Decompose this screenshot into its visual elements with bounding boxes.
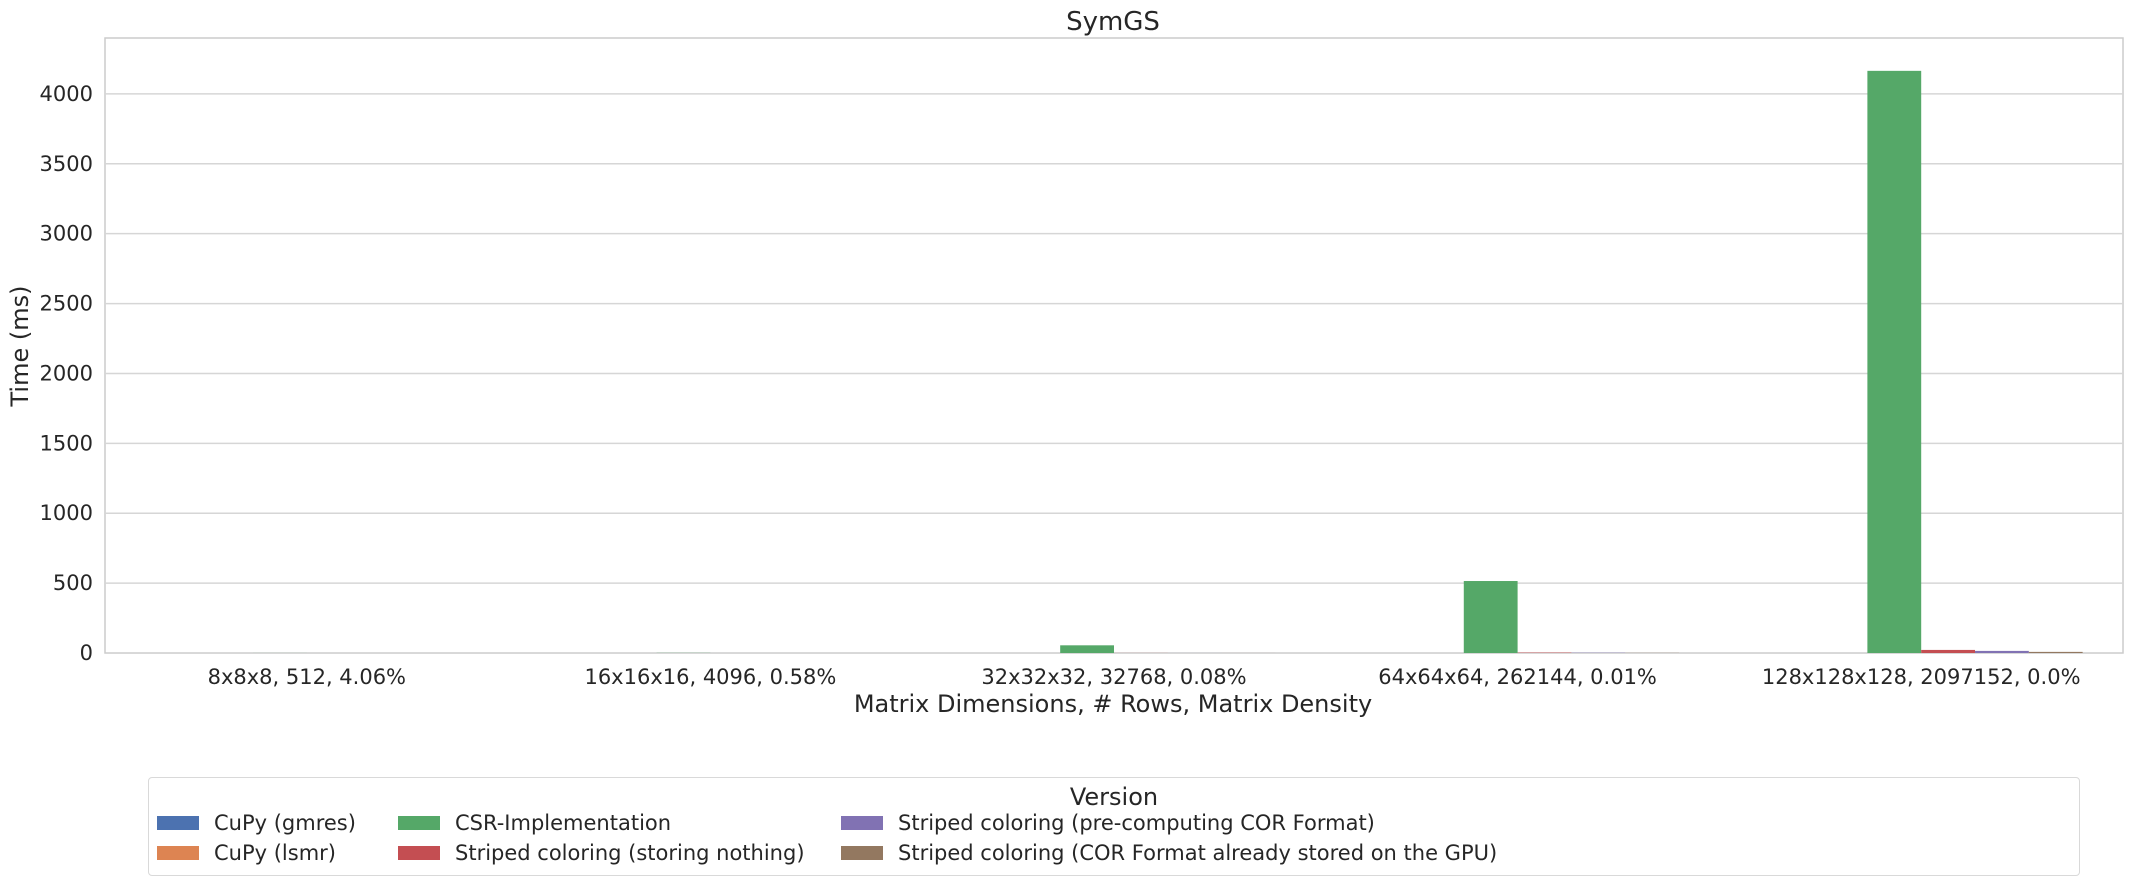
bars [252, 70, 2083, 654]
bar [1463, 581, 1518, 653]
y-tick-labels: 0 500 1000 1500 2000 2500 3000 3500 4000 [40, 82, 93, 665]
x-tick-label: 8x8x8, 512, 4.06% [208, 665, 406, 689]
bar [1867, 70, 1922, 654]
legend-swatch [157, 846, 199, 860]
y-tick-label: 4000 [40, 82, 93, 106]
legend-entry: Striped coloring (COR Format already sto… [841, 838, 1497, 868]
bar [1975, 650, 2029, 653]
legend-entry: CSR-Implementation [398, 808, 671, 838]
legend-label: Striped coloring (pre-computing COR Form… [898, 811, 1375, 835]
legend-label: CuPy (gmres) [214, 811, 356, 835]
legend-label: Striped coloring (COR Format already sto… [898, 841, 1498, 865]
legend-label: CuPy (lsmr) [214, 841, 336, 865]
legend-entry: Striped coloring (pre-computing COR Form… [841, 808, 1375, 838]
x-tick-label: 128x128x128, 2097152, 0.0% [1762, 665, 2081, 689]
y-tick-label: 2500 [40, 292, 93, 316]
y-tick-label: 1000 [40, 501, 93, 525]
y-axis-label: Time (ms) [6, 286, 34, 408]
x-axis-label: Matrix Dimensions, # Rows, Matrix Densit… [854, 690, 1372, 718]
y-tick-label: 2000 [40, 361, 93, 385]
legend-entry: Striped coloring (storing nothing) [398, 838, 805, 868]
x-tick-label: 32x32x32, 32768, 0.08% [981, 665, 1246, 689]
legend-label: CSR-Implementation [455, 811, 672, 835]
x-tick-labels: 8x8x8, 512, 4.06% 16x16x16, 4096, 0.58% 32… [208, 665, 2081, 689]
legend-swatch [841, 846, 883, 860]
bar [1921, 649, 1976, 653]
legend-swatch [398, 816, 440, 830]
plot-area [104, 37, 2124, 654]
y-tick-label: 3500 [40, 152, 93, 176]
y-tick-label: 500 [53, 571, 93, 595]
legend-label: Striped coloring (storing nothing) [455, 841, 805, 865]
chart-title: SymGS [1066, 7, 1160, 37]
y-tick-label: 0 [80, 641, 93, 665]
legend-entry: CuPy (lsmr) [157, 838, 336, 868]
legend-entry: CuPy (gmres) [157, 808, 356, 838]
x-tick-label: 64x64x64, 262144, 0.01% [1378, 665, 1657, 689]
y-tick-label: 1500 [40, 431, 93, 455]
bar [2028, 651, 2083, 653]
legend-swatch [157, 816, 199, 830]
legend-swatch [841, 816, 883, 830]
bar [1060, 645, 1114, 653]
legend-title: Version [1069, 783, 1159, 811]
y-tick-label: 3000 [40, 222, 93, 246]
grid-lines [105, 93, 2123, 584]
legend: Version CuPy (gmres) CuPy (lsmr) CSR-Imple… [148, 777, 2080, 876]
legend-swatch [398, 846, 440, 860]
x-tick-label: 16x16x16, 4096, 0.58% [584, 665, 836, 689]
